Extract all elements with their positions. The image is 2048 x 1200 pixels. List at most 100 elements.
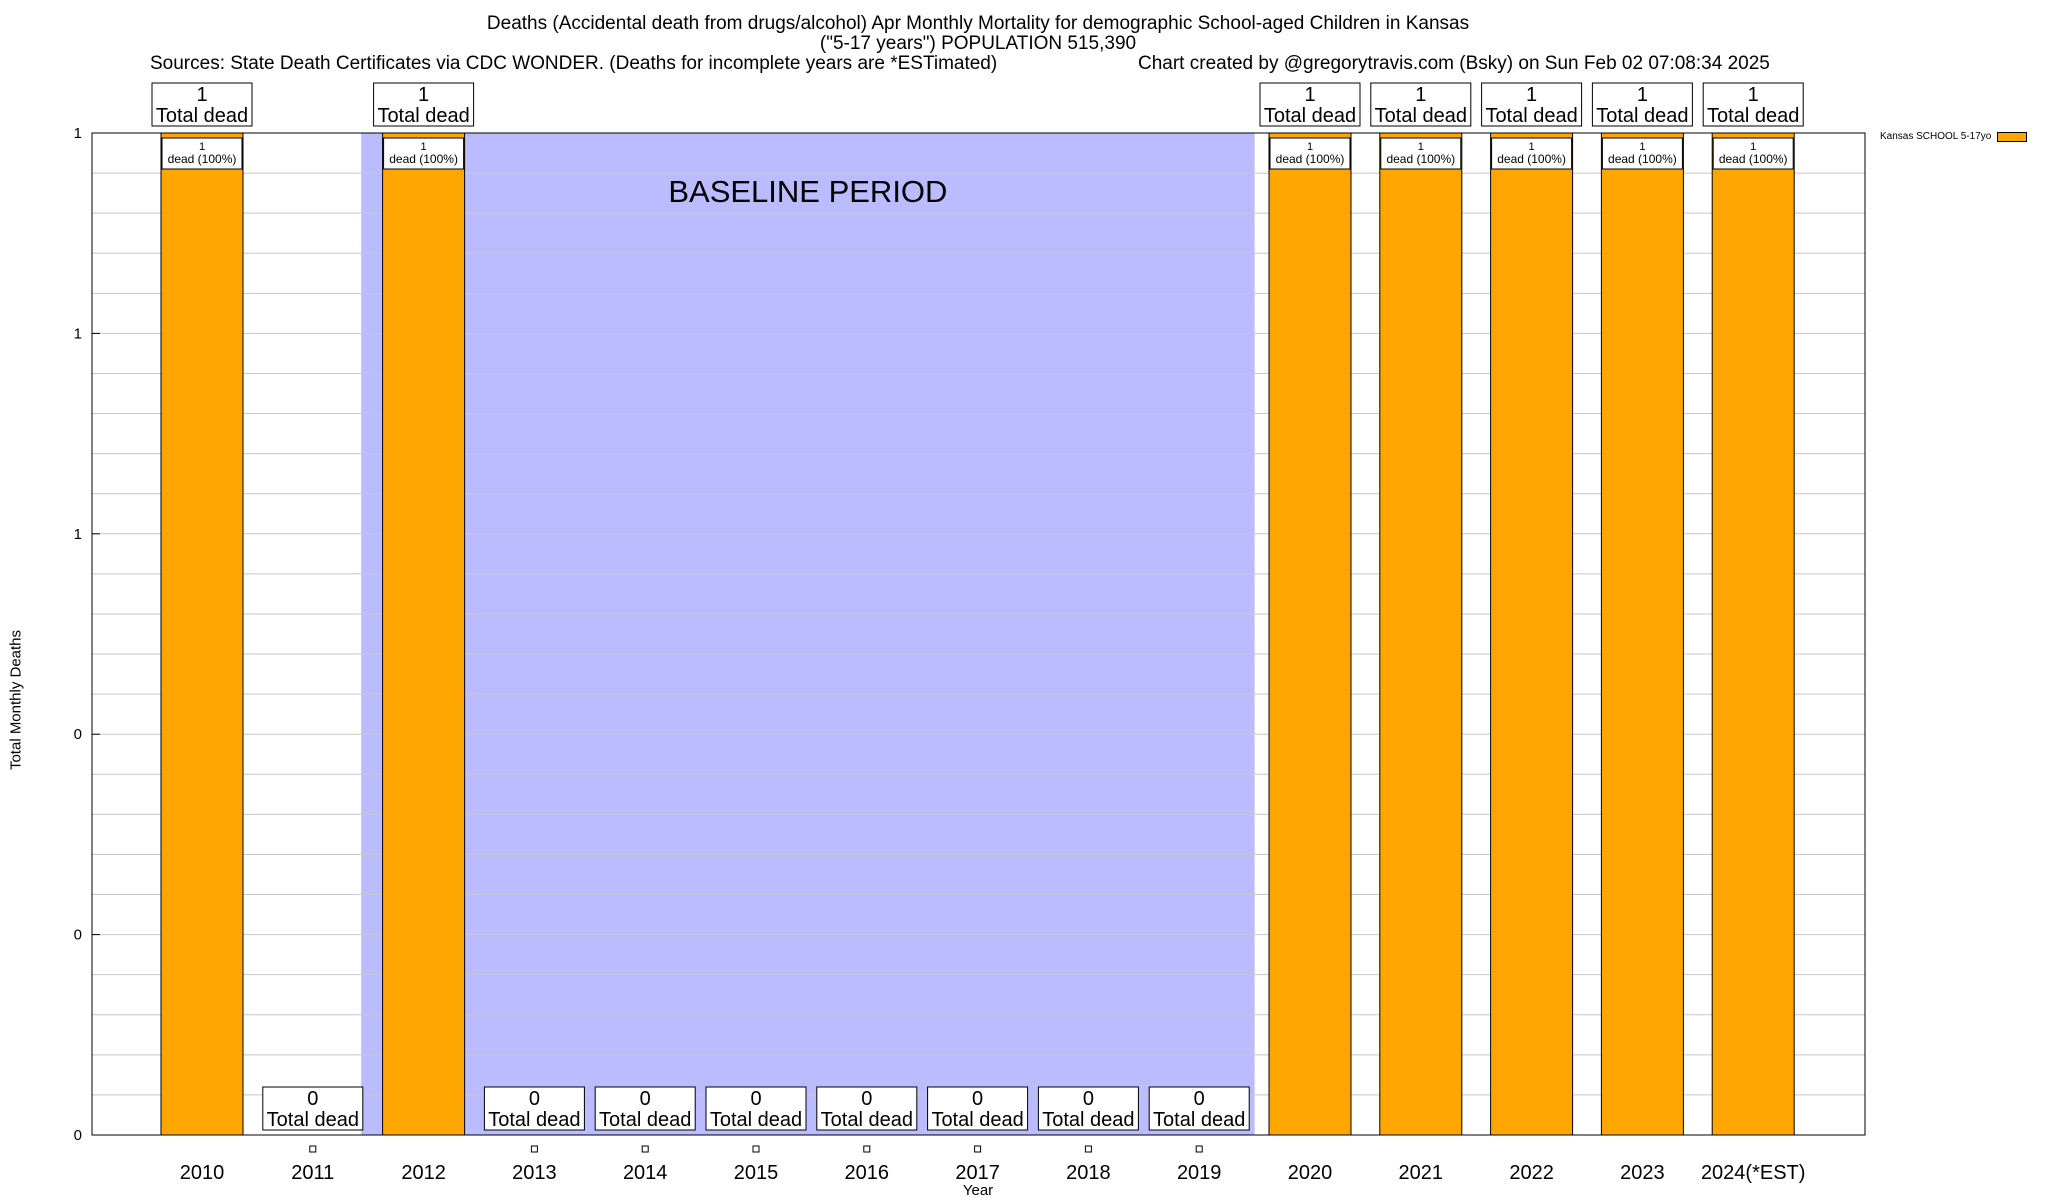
x-tick-label: 2016 <box>845 1162 890 1184</box>
bar <box>1600 132 1684 1136</box>
chart-sources: Sources: State Death Certificates via CD… <box>150 53 998 74</box>
chart-credit: Chart created by @gregorytravis.com (Bsk… <box>1138 53 1770 74</box>
zero-marker <box>641 1145 649 1153</box>
total-label-box <box>151 82 253 127</box>
bar-inner-label-box <box>1601 137 1683 170</box>
bar-inner-label-count: 1 <box>1529 141 1535 153</box>
total-label-box <box>705 1086 807 1131</box>
total-label-text: Total dead <box>1485 105 1577 127</box>
bar-inner-label-count: 1 <box>199 141 205 153</box>
bar-inner-label-count: 1 <box>1418 141 1424 153</box>
total-label-value: 1 <box>1304 84 1315 106</box>
total-label-value: 0 <box>861 1088 872 1110</box>
bar-inner-label-box <box>1712 137 1794 170</box>
total-label-box <box>1370 82 1472 127</box>
zero-marker <box>752 1145 760 1153</box>
bar-inner-label-count: 1 <box>1639 141 1645 153</box>
total-label-value: 1 <box>418 84 429 106</box>
total-label-text: Total dead <box>1153 1109 1245 1131</box>
plot-frame <box>91 132 1866 1136</box>
zero-marker <box>309 1145 317 1153</box>
total-label-text: Total dead <box>1375 105 1467 127</box>
x-tick-label: 2010 <box>180 1162 225 1184</box>
bar <box>160 132 244 1136</box>
total-label-text: Total dead <box>710 1109 802 1131</box>
y-tick-label: 1 <box>74 526 82 543</box>
total-label-value: 0 <box>750 1088 761 1110</box>
total-label-value: 0 <box>529 1088 540 1110</box>
total-label-box <box>594 1086 696 1131</box>
total-label-text: Total dead <box>931 1109 1023 1131</box>
x-tick-label: 2012 <box>401 1162 446 1184</box>
zero-marker <box>1195 1145 1203 1153</box>
total-label-text: Total dead <box>156 105 248 127</box>
x-tick-label: 2011 <box>291 1162 334 1184</box>
x-tick-label: 2014 <box>623 1162 668 1184</box>
x-tick-label: 2020 <box>1288 1162 1333 1184</box>
bar-inner-label-box <box>383 137 465 170</box>
bar-inner-label-pct: dead (100%) <box>1497 152 1566 166</box>
total-label-box <box>262 1086 364 1131</box>
total-label-text: Total dead <box>1596 105 1688 127</box>
total-label-box <box>373 82 475 127</box>
bar-inner-label-pct: dead (100%) <box>1276 152 1345 166</box>
total-label-value: 1 <box>1637 84 1648 106</box>
total-label-box <box>1702 82 1804 127</box>
total-label-text: Total dead <box>1264 105 1356 127</box>
bar-inner-label-box <box>161 137 243 170</box>
bar-inner-label-count: 1 <box>1750 141 1756 153</box>
baseline-label: BASELINE PERIOD <box>668 174 947 209</box>
total-label-value: 0 <box>1083 1088 1094 1110</box>
x-axis-title: Year <box>962 1182 994 1199</box>
total-label-value: 1 <box>1415 84 1426 106</box>
chart-title-line1: Deaths (Accidental death from drugs/alco… <box>486 13 1470 34</box>
y-tick-label: 0 <box>74 1127 82 1144</box>
bar-inner-label-box <box>1380 137 1462 170</box>
total-label-text: Total dead <box>377 105 469 127</box>
y-tick-label: 0 <box>74 726 82 743</box>
x-tick-label: 2017 <box>955 1162 1000 1184</box>
bar <box>1711 132 1795 1136</box>
total-label-box <box>483 1086 585 1131</box>
x-tick-label: 2015 <box>734 1162 779 1184</box>
total-label-box <box>1148 1086 1250 1131</box>
y-axis-title: Total Monthly Deaths <box>7 629 25 771</box>
total-label-text: Total dead <box>1042 1109 1134 1131</box>
total-label-box <box>927 1086 1029 1131</box>
x-tick-label: 2024(*EST) <box>1701 1162 1806 1184</box>
zero-marker <box>530 1145 538 1153</box>
x-tick-label: 2022 <box>1509 1162 1554 1184</box>
total-label-value: 1 <box>196 84 207 106</box>
x-tick-label: 2013 <box>512 1162 557 1184</box>
total-label-box <box>1481 82 1583 127</box>
total-label-value: 0 <box>640 1088 651 1110</box>
total-label-text: Total dead <box>1707 105 1799 127</box>
legend-label: Kansas SCHOOL 5-17yo <box>1880 131 1992 142</box>
zero-marker <box>1084 1145 1092 1153</box>
total-label-box <box>816 1086 918 1131</box>
total-label-value: 1 <box>1748 84 1759 106</box>
legend: Kansas SCHOOL 5-17yo <box>1880 131 2028 142</box>
bar <box>1379 132 1463 1136</box>
x-tick-label: 2023 <box>1620 1162 1665 1184</box>
total-label-box <box>1037 1086 1139 1131</box>
bar-inner-label-box <box>1491 137 1573 170</box>
bar-inner-label-box <box>1269 137 1351 170</box>
y-tick-label: 0 <box>74 927 82 944</box>
zero-marker <box>974 1145 982 1153</box>
bar <box>1268 132 1352 1136</box>
bar-inner-label-pct: dead (100%) <box>168 152 237 166</box>
legend-swatch <box>1997 131 2028 142</box>
total-label-value: 1 <box>1526 84 1537 106</box>
total-label-value: 0 <box>307 1088 318 1110</box>
bar-inner-label-pct: dead (100%) <box>1608 152 1677 166</box>
bar <box>382 132 466 1136</box>
total-label-box <box>1259 82 1361 127</box>
total-label-text: Total dead <box>599 1109 691 1131</box>
x-tick-label: 2021 <box>1399 1162 1444 1184</box>
chart-title-line2: ("5-17 years") POPULATION 515,390 <box>819 33 1137 54</box>
bar <box>1490 132 1574 1136</box>
total-label-text: Total dead <box>267 1109 359 1131</box>
y-tick-label: 1 <box>74 125 82 142</box>
